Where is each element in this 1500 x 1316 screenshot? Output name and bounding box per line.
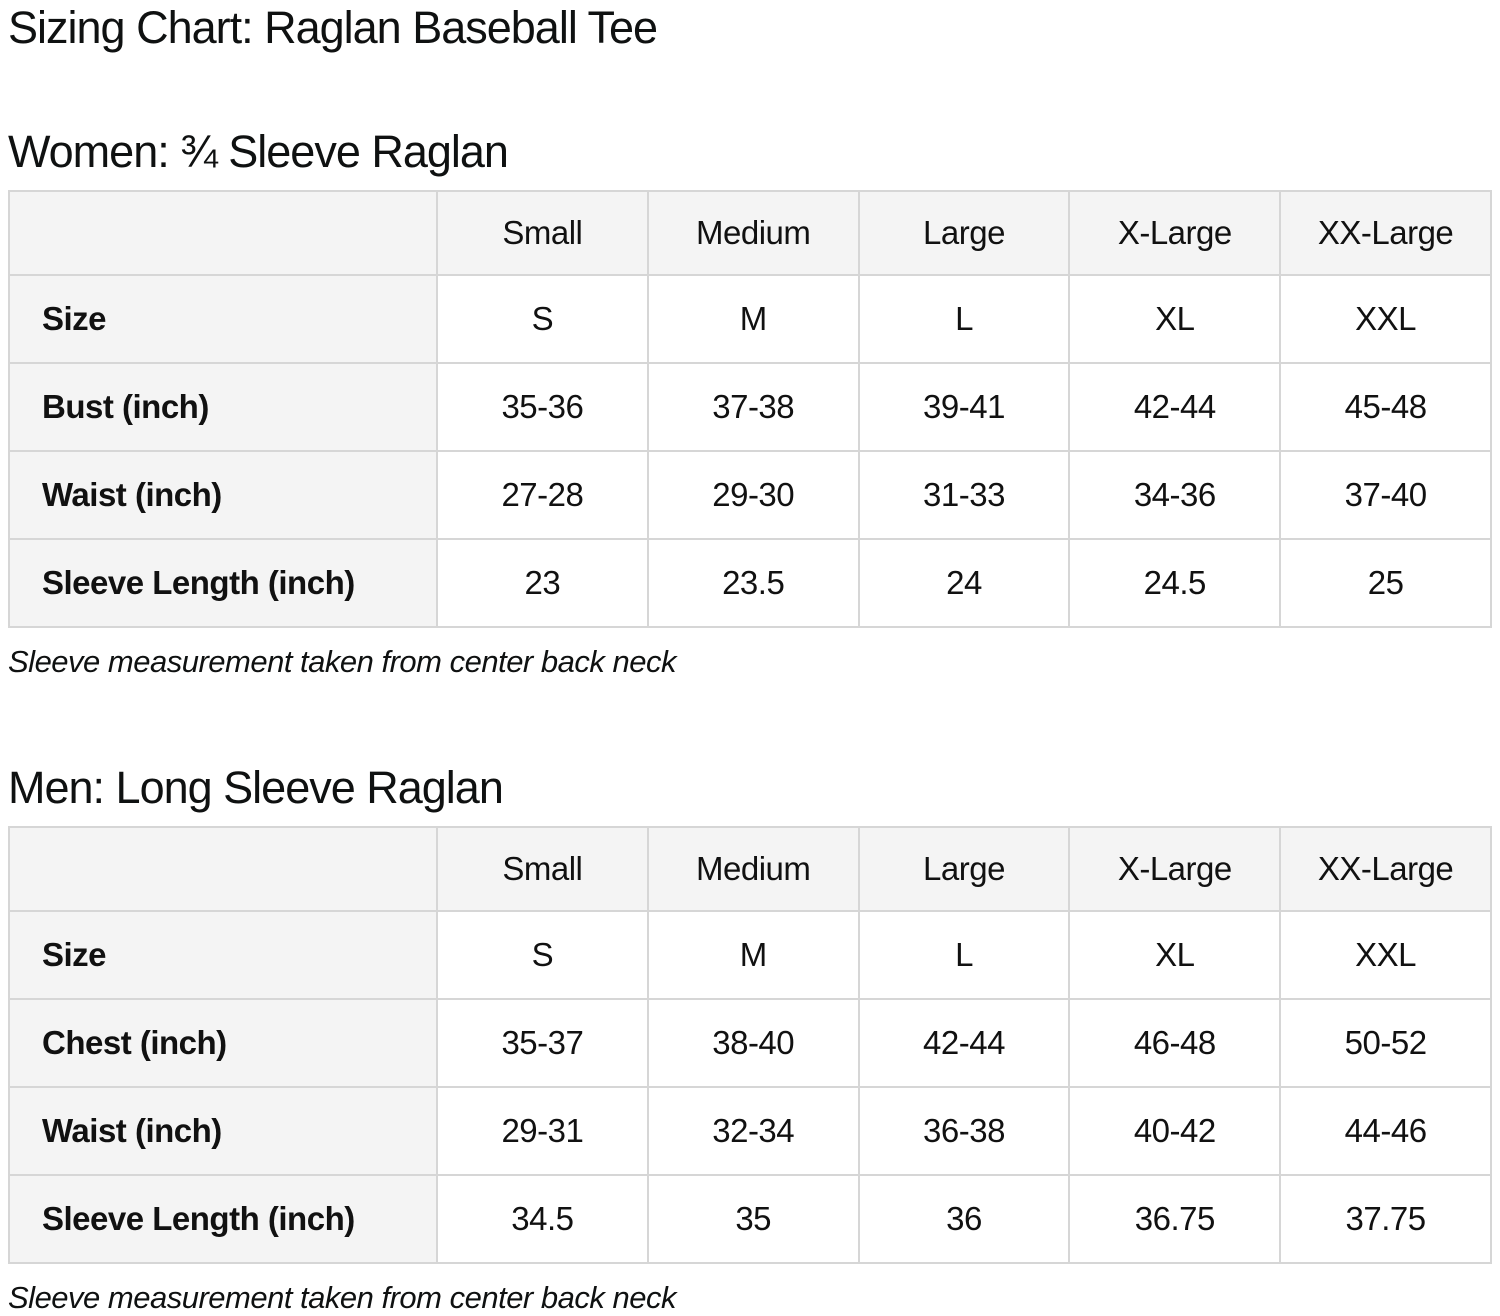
table-cell: 37.75 xyxy=(1279,1174,1492,1264)
table-cell: 35-37 xyxy=(436,998,649,1088)
table-cell: 29-31 xyxy=(436,1086,649,1176)
table-cell: L xyxy=(857,274,1071,364)
row-label: Waist (inch) xyxy=(8,450,438,540)
table-cell: 40-42 xyxy=(1068,1086,1282,1176)
column-header: X-Large xyxy=(1068,190,1282,276)
row-label: Bust (inch) xyxy=(8,362,438,452)
table-header-row: Small Medium Large X-Large XX-Large xyxy=(8,826,1492,912)
table-cell: 32-34 xyxy=(646,1086,860,1176)
row-label: Chest (inch) xyxy=(8,998,438,1088)
table-cell: XXL xyxy=(1279,274,1492,364)
table-cell: 36-38 xyxy=(857,1086,1071,1176)
table-row: Waist (inch) 29-31 32-34 36-38 40-42 44-… xyxy=(8,1086,1492,1176)
table-cell: 31-33 xyxy=(857,450,1071,540)
table-cell: 35-36 xyxy=(436,362,649,452)
table-cell: 35 xyxy=(646,1174,860,1264)
table-cell: 42-44 xyxy=(1068,362,1282,452)
table-cell: 27-28 xyxy=(436,450,649,540)
table-cell: L xyxy=(857,910,1071,1000)
table-cell: 44-46 xyxy=(1279,1086,1492,1176)
column-header: Large xyxy=(857,190,1071,276)
table-cell: 38-40 xyxy=(646,998,860,1088)
table-cell: 36 xyxy=(857,1174,1071,1264)
table-cell: 37-40 xyxy=(1279,450,1492,540)
footnote-men: Sleeve measurement taken from center bac… xyxy=(8,1280,676,1315)
column-header: XX-Large xyxy=(1279,826,1492,912)
row-label: Sleeve Length (inch) xyxy=(8,538,438,628)
column-header: X-Large xyxy=(1068,826,1282,912)
table-cell: 46-48 xyxy=(1068,998,1282,1088)
row-label: Waist (inch) xyxy=(8,1086,438,1176)
corner-cell xyxy=(8,190,438,276)
table-cell: 50-52 xyxy=(1279,998,1492,1088)
table-cell: XL xyxy=(1068,910,1282,1000)
table-row: Bust (inch) 35-36 37-38 39-41 42-44 45-4… xyxy=(8,362,1492,452)
row-label: Size xyxy=(8,274,438,364)
column-header: Medium xyxy=(646,190,860,276)
section-heading-men: Men: Long Sleeve Raglan xyxy=(8,762,504,813)
sizing-table-men: Small Medium Large X-Large XX-Large Size… xyxy=(8,826,1492,1264)
table-cell: M xyxy=(646,910,860,1000)
column-header: Large xyxy=(857,826,1071,912)
footnote-women: Sleeve measurement taken from center bac… xyxy=(8,644,676,679)
corner-cell xyxy=(8,826,438,912)
page-title: Sizing Chart: Raglan Baseball Tee xyxy=(8,2,658,53)
table-cell: S xyxy=(436,910,649,1000)
column-header: Medium xyxy=(646,826,860,912)
table-cell: 36.75 xyxy=(1068,1174,1282,1264)
table-cell: 23.5 xyxy=(646,538,860,628)
table-cell: M xyxy=(646,274,860,364)
table-cell: 34-36 xyxy=(1068,450,1282,540)
column-header: XX-Large xyxy=(1279,190,1492,276)
table-cell: XXL xyxy=(1279,910,1492,1000)
table-cell: 37-38 xyxy=(646,362,860,452)
table-row: Size S M L XL XXL xyxy=(8,910,1492,1000)
row-label: Sleeve Length (inch) xyxy=(8,1174,438,1264)
sizing-table-women: Small Medium Large X-Large XX-Large Size… xyxy=(8,190,1492,628)
column-header: Small xyxy=(436,826,649,912)
table-cell: 34.5 xyxy=(436,1174,649,1264)
table-cell: 42-44 xyxy=(857,998,1071,1088)
table-cell: XL xyxy=(1068,274,1282,364)
table-cell: 29-30 xyxy=(646,450,860,540)
table-cell: 25 xyxy=(1279,538,1492,628)
table-header-row: Small Medium Large X-Large XX-Large xyxy=(8,190,1492,276)
table-cell: 24.5 xyxy=(1068,538,1282,628)
table-row: Size S M L XL XXL xyxy=(8,274,1492,364)
table-row: Waist (inch) 27-28 29-30 31-33 34-36 37-… xyxy=(8,450,1492,540)
table-cell: S xyxy=(436,274,649,364)
row-label: Size xyxy=(8,910,438,1000)
section-heading-women: Women: ¾ Sleeve Raglan xyxy=(8,126,509,177)
table-row: Chest (inch) 35-37 38-40 42-44 46-48 50-… xyxy=(8,998,1492,1088)
table-cell: 24 xyxy=(857,538,1071,628)
table-row: Sleeve Length (inch) 34.5 35 36 36.75 37… xyxy=(8,1174,1492,1264)
table-cell: 23 xyxy=(436,538,649,628)
table-cell: 45-48 xyxy=(1279,362,1492,452)
table-row: Sleeve Length (inch) 23 23.5 24 24.5 25 xyxy=(8,538,1492,628)
table-cell: 39-41 xyxy=(857,362,1071,452)
column-header: Small xyxy=(436,190,649,276)
